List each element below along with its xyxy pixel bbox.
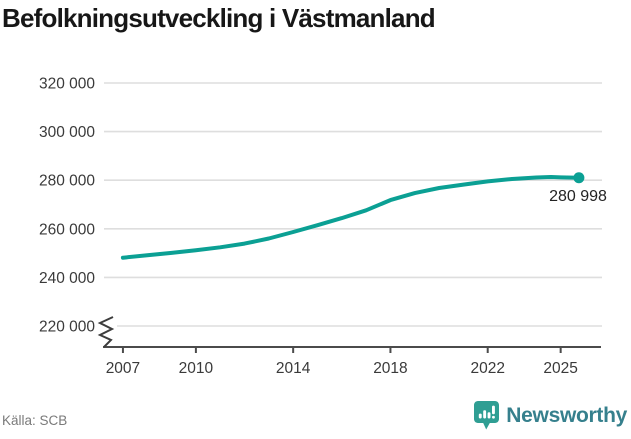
newsworthy-bubble-chart-icon: [474, 401, 500, 430]
x-tick-label: 2007: [106, 360, 140, 377]
y-tick-label: 240 000: [39, 270, 95, 287]
y-tick-label: 260 000: [39, 221, 95, 238]
newsworthy-wordmark: Newsworthy: [506, 404, 627, 427]
newsworthy-logo[interactable]: Newsworthy: [474, 401, 627, 430]
x-tick-label: 2025: [543, 360, 577, 377]
x-tick-label: 2018: [373, 360, 407, 377]
y-tick-label: 320 000: [39, 76, 95, 93]
y-tick-label: 280 000: [39, 173, 95, 190]
last-value-marker: [573, 172, 585, 184]
y-axis-break-icon: [97, 316, 115, 348]
x-tick-label: 2014: [276, 360, 311, 377]
y-tick-label: 220 000: [39, 319, 95, 336]
y-tick-label: 300 000: [39, 124, 95, 141]
x-tick-label: 2022: [470, 360, 504, 377]
source-caption: Källa: SCB: [2, 413, 68, 428]
population-line-chart: 220 000 240 000 260 000 280 000 300 000 320 0…: [39, 76, 602, 377]
chart-title: Befolkningsutveckling i Västmanland: [2, 3, 436, 33]
x-tick-label: 2010: [179, 360, 214, 377]
population-series-line: [120, 175, 581, 260]
last-value-label: 280 998: [549, 188, 607, 205]
